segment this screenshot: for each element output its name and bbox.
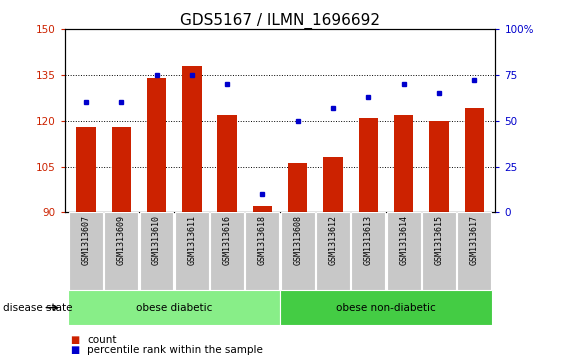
Bar (359, 118, 378, 212)
Text: GSM1313612: GSM1313612 (329, 215, 338, 265)
Bar (288, 163, 307, 212)
Text: ■: ■ (70, 335, 79, 345)
Bar (323, 157, 343, 212)
Bar (351, 212, 385, 290)
Text: GSM1313609: GSM1313609 (117, 215, 126, 265)
Bar (422, 212, 456, 290)
Bar (280, 290, 492, 325)
Text: GSM1313617: GSM1313617 (470, 215, 479, 265)
Bar (69, 212, 103, 290)
Bar (457, 212, 491, 290)
Bar (387, 212, 421, 290)
Text: ■: ■ (70, 344, 79, 355)
Text: disease state: disease state (3, 303, 72, 313)
Text: GSM1313611: GSM1313611 (187, 215, 196, 265)
Title: GDS5167 / ILMN_1696692: GDS5167 / ILMN_1696692 (180, 13, 380, 29)
Bar (111, 127, 131, 212)
Text: GSM1313614: GSM1313614 (399, 215, 408, 265)
Bar (281, 212, 315, 290)
Bar (68, 290, 280, 325)
Text: GSM1313608: GSM1313608 (293, 215, 302, 265)
Bar (104, 212, 138, 290)
Bar (316, 212, 350, 290)
Text: GSM1313613: GSM1313613 (364, 215, 373, 265)
Text: count: count (87, 335, 117, 345)
Text: GSM1313618: GSM1313618 (258, 215, 267, 265)
Bar (76, 127, 96, 212)
Text: GSM1313610: GSM1313610 (152, 215, 161, 265)
Bar (429, 121, 449, 212)
Bar (182, 66, 202, 212)
Bar (140, 212, 173, 290)
Bar (253, 206, 272, 212)
Text: GSM1313616: GSM1313616 (222, 215, 231, 265)
Bar (245, 212, 279, 290)
Text: obese diabetic: obese diabetic (136, 303, 212, 313)
Bar (175, 212, 209, 290)
Text: percentile rank within the sample: percentile rank within the sample (87, 344, 263, 355)
Bar (217, 115, 237, 212)
Bar (210, 212, 244, 290)
Text: GSM1313615: GSM1313615 (435, 215, 444, 265)
Bar (464, 109, 484, 212)
Text: GSM1313607: GSM1313607 (82, 215, 91, 265)
Text: obese non-diabetic: obese non-diabetic (336, 303, 436, 313)
Bar (394, 115, 413, 212)
Bar (147, 78, 166, 212)
